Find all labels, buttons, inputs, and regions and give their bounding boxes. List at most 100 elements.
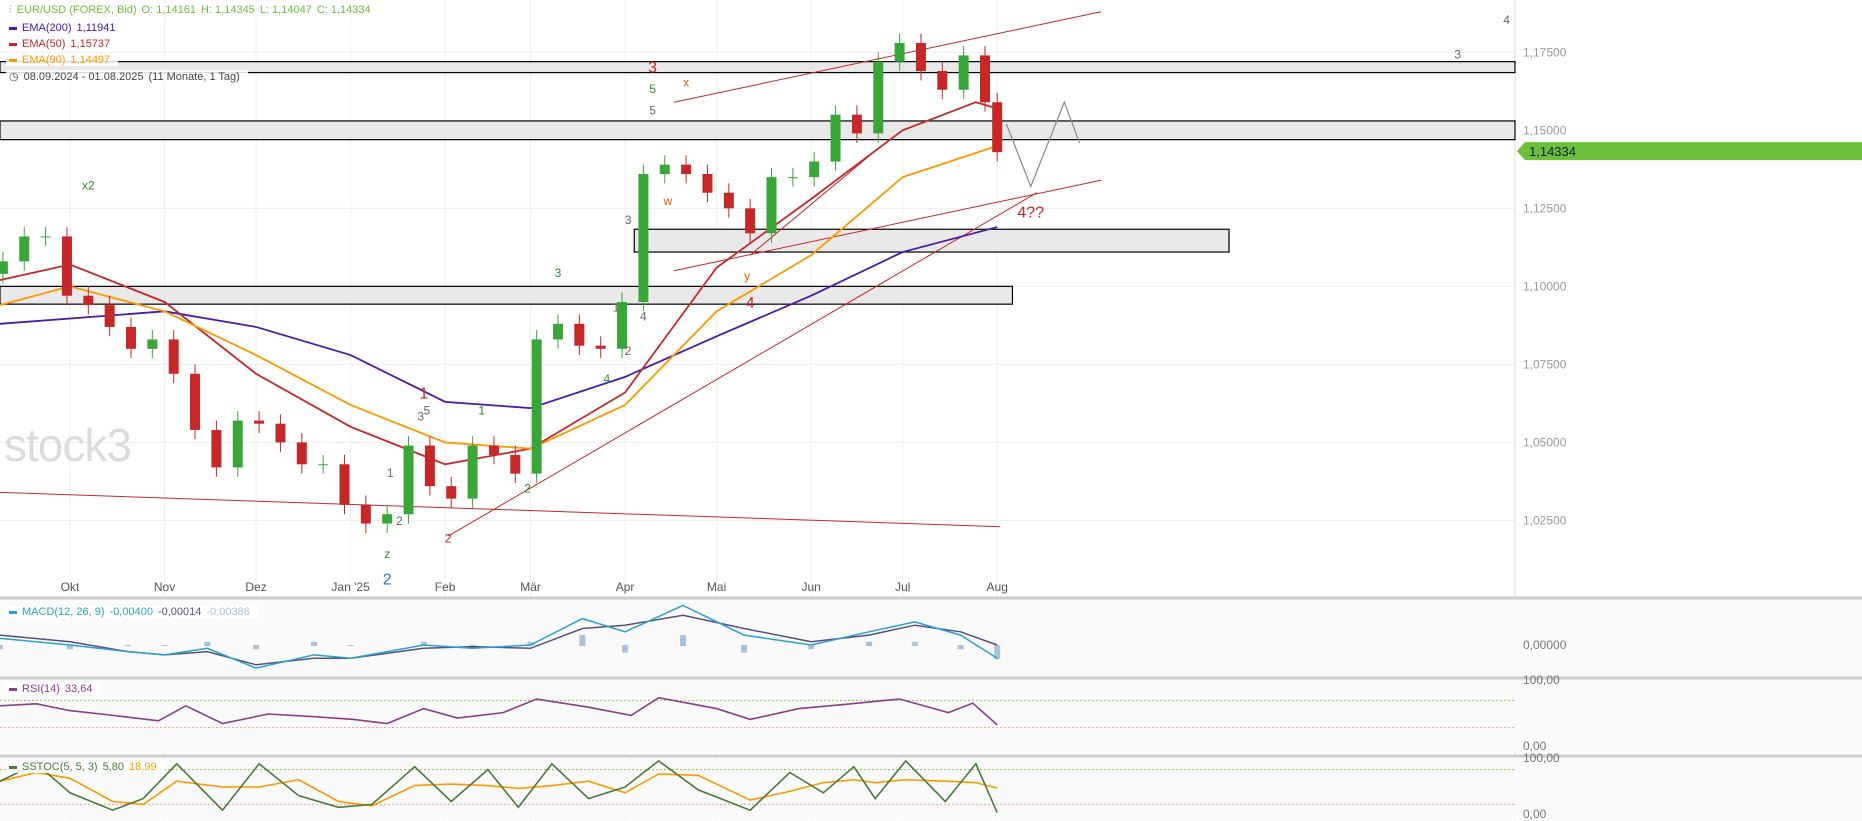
wave-label: 1: [387, 466, 394, 480]
candle: [992, 102, 1003, 153]
sstoc-legend: SSTOC(5, 5, 3) 5,80 18,99: [6, 761, 165, 773]
macd-histogram-bar: [67, 645, 73, 650]
candle: [894, 42, 905, 62]
wave-label: 3: [555, 266, 562, 280]
macd-histogram-bar: [347, 645, 354, 646]
wave-label: 5: [649, 82, 656, 96]
trend-line: [447, 192, 1038, 537]
candle: [723, 192, 734, 209]
wave-label: 1: [613, 300, 620, 314]
wave-label: w: [662, 194, 672, 208]
candle: [980, 55, 990, 103]
candle: [851, 114, 862, 134]
last-price-label: 1,14334: [1529, 144, 1576, 159]
candle: [61, 236, 72, 296]
x-tick-label: Jul: [895, 580, 910, 594]
trend-line: [0, 491, 1001, 528]
candle: [787, 177, 798, 179]
wave-label: 3: [625, 213, 632, 227]
candle: [40, 236, 51, 238]
x-tick-label: Dez: [245, 580, 266, 594]
wave-label: x2: [82, 179, 95, 193]
candles-icon: ⫶: [9, 4, 12, 16]
wave-label: 1: [478, 403, 485, 417]
wave-label: 2: [625, 344, 632, 358]
candle: [126, 326, 136, 349]
macd-histogram-bar: [253, 645, 260, 650]
y-tick-label: 1,15000: [1523, 123, 1567, 137]
ema50-line: [0, 101, 998, 466]
x-tick-label: Feb: [435, 580, 456, 594]
candle: [83, 295, 94, 306]
sstoc-k-line: [0, 759, 998, 813]
candle: [958, 55, 969, 90]
x-tick-label: Jan '25: [331, 580, 370, 594]
watermark-logo: stock3: [4, 419, 132, 471]
legend-ema90: EMA(90) 1,14497: [6, 54, 119, 66]
macd-histogram-bar: [808, 645, 815, 650]
candle: [595, 345, 606, 349]
macd-legend: MACD(12, 26, 9) -0,00400 -0,00014 -0,00386: [6, 606, 258, 618]
candle: [766, 177, 777, 234]
candle: [424, 445, 435, 487]
candle: [873, 61, 884, 134]
last-price-tag: [1517, 142, 1862, 161]
candle: [275, 423, 286, 443]
clock-icon: ◷: [9, 71, 19, 83]
x-tick-label: Jun: [801, 580, 820, 594]
candle: [488, 445, 499, 455]
candle: [745, 208, 756, 234]
x-tick-label: Okt: [61, 580, 80, 594]
macd-histogram-bar: [579, 635, 586, 646]
candle: [510, 454, 521, 474]
candle: [446, 486, 457, 499]
macd-histogram-bar: [420, 641, 427, 646]
candle: [937, 71, 948, 90]
candle: [553, 323, 563, 340]
x-tick-label: Mär: [520, 580, 541, 594]
support-resistance-zone: [633, 228, 1230, 253]
wave-label: x: [683, 76, 689, 90]
macd-histogram-bar: [622, 645, 629, 653]
x-tick-label: Apr: [616, 580, 635, 594]
wave-label: 4??: [1017, 205, 1044, 222]
wave-label: 2: [445, 531, 452, 545]
candle: [0, 261, 8, 274]
macd-histogram-bar: [0, 645, 3, 650]
y-tick-label: 1,10000: [1523, 279, 1567, 293]
x-tick-label: Nov: [154, 580, 175, 594]
indicator-panel: [0, 598, 1862, 676]
projection-path: [1005, 100, 1081, 189]
macd-histogram-bar: [311, 641, 317, 646]
wave-label: 2: [383, 571, 392, 588]
candle: [830, 114, 841, 162]
x-tick-label: Mai: [707, 580, 726, 594]
candle: [254, 420, 265, 424]
ema200-line: [0, 226, 998, 410]
y-tick-label: 1,17500: [1523, 45, 1567, 59]
trend-line: [673, 11, 1102, 103]
wave-label: 5: [424, 403, 431, 417]
macd-histogram-bar: [957, 645, 964, 650]
candle: [403, 445, 414, 515]
wave-label: 5: [649, 104, 656, 118]
macd-histogram-bar: [527, 641, 534, 646]
candle: [809, 161, 820, 178]
wave-label: 4: [1503, 13, 1510, 27]
wave-label: 1: [419, 386, 428, 403]
macd-histogram-bar: [680, 635, 687, 646]
candle: [574, 323, 585, 346]
trend-line: [673, 179, 1102, 272]
trend-line: [749, 145, 882, 256]
wave-label: 3: [648, 60, 657, 77]
candle: [19, 236, 30, 262]
macd-histogram-bar: [741, 645, 748, 653]
macd-histogram-bar: [911, 641, 918, 646]
rsi-bottom-label: 0,00: [1523, 739, 1547, 753]
candle: [382, 514, 393, 524]
date-range[interactable]: ◷ 08.09.2024 - 01.08.2025 (11 Monate, 1 Ta…: [6, 70, 248, 83]
support-resistance-zone: [0, 285, 1014, 305]
macd-line: [0, 604, 998, 669]
candle: [318, 464, 329, 466]
